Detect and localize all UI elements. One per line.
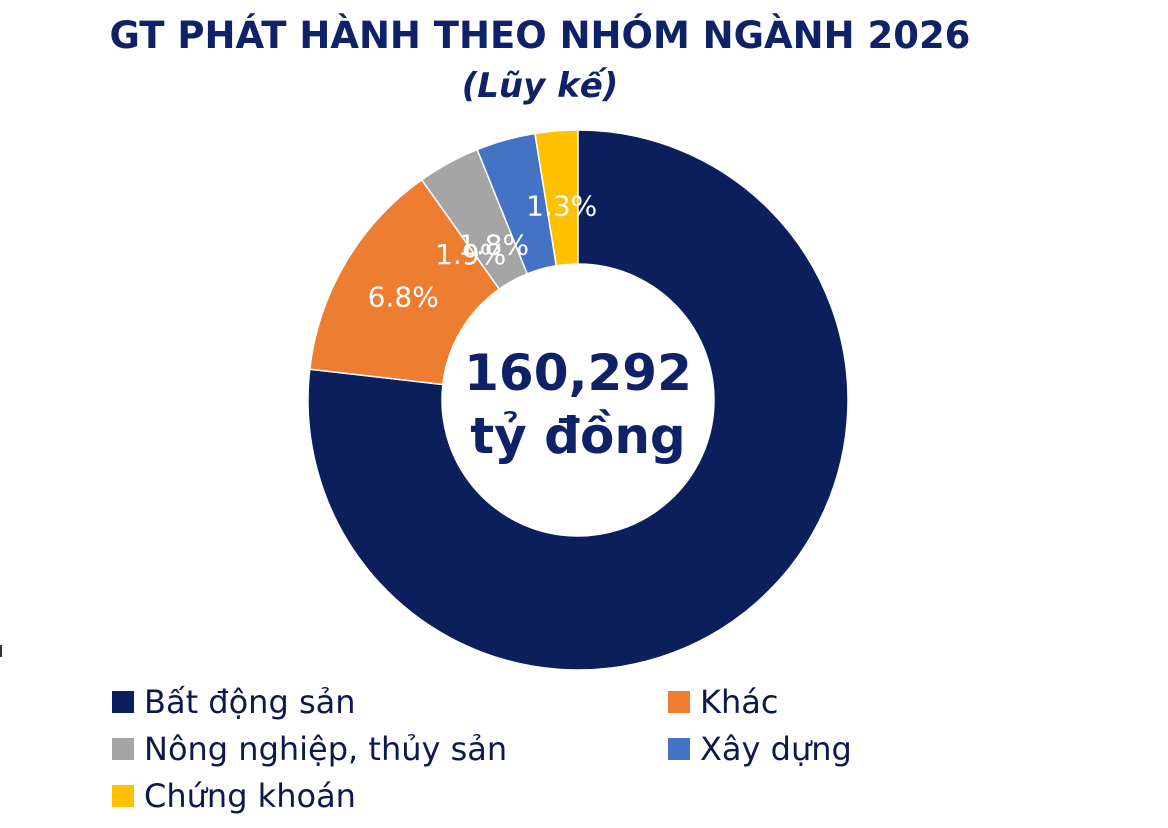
legend-item-2: Nông nghiệp, thủy sản bbox=[112, 730, 507, 768]
legend-label-0: Bất động sản bbox=[144, 683, 356, 721]
legend-label-1: Khác bbox=[700, 683, 779, 721]
slice-label-4: 1.3% bbox=[526, 190, 597, 223]
legend-item-0: Bất động sản bbox=[112, 683, 356, 721]
legend-item-3: Xây dựng bbox=[668, 730, 852, 768]
slice-label-2: 1.9% bbox=[435, 238, 506, 271]
legend-label-4: Chứng khoán bbox=[144, 777, 356, 815]
center-total-unit: tỷ đồng bbox=[470, 407, 685, 465]
stray-tick-mark bbox=[0, 645, 2, 657]
legend-label-3: Xây dựng bbox=[700, 730, 852, 768]
legend-item-1: Khác bbox=[668, 683, 778, 721]
slice-0 bbox=[307, 129, 849, 671]
chart-subtitle: (Lũy kế) bbox=[461, 66, 619, 106]
center-total-value: 160,292 bbox=[464, 344, 692, 402]
slice-label-1: 6.8% bbox=[368, 281, 439, 314]
slice-label-0: 39.1% bbox=[794, 635, 883, 668]
legend-item-4: Chứng khoán bbox=[112, 777, 356, 815]
legend-swatch-1 bbox=[668, 691, 690, 713]
slice-3 bbox=[476, 132, 558, 275]
legend-swatch-2 bbox=[112, 738, 134, 760]
legend-swatch-0 bbox=[112, 691, 134, 713]
slice-1 bbox=[308, 178, 501, 386]
slice-label-3: 1.8% bbox=[458, 228, 529, 261]
legend-swatch-4 bbox=[112, 785, 134, 807]
legend-label-2: Nông nghiệp, thủy sản bbox=[144, 730, 508, 768]
legend-swatch-3 bbox=[668, 738, 690, 760]
chart-title: GT PHÁT HÀNH THEO NHÓM NGÀNH 2026 bbox=[109, 14, 971, 57]
